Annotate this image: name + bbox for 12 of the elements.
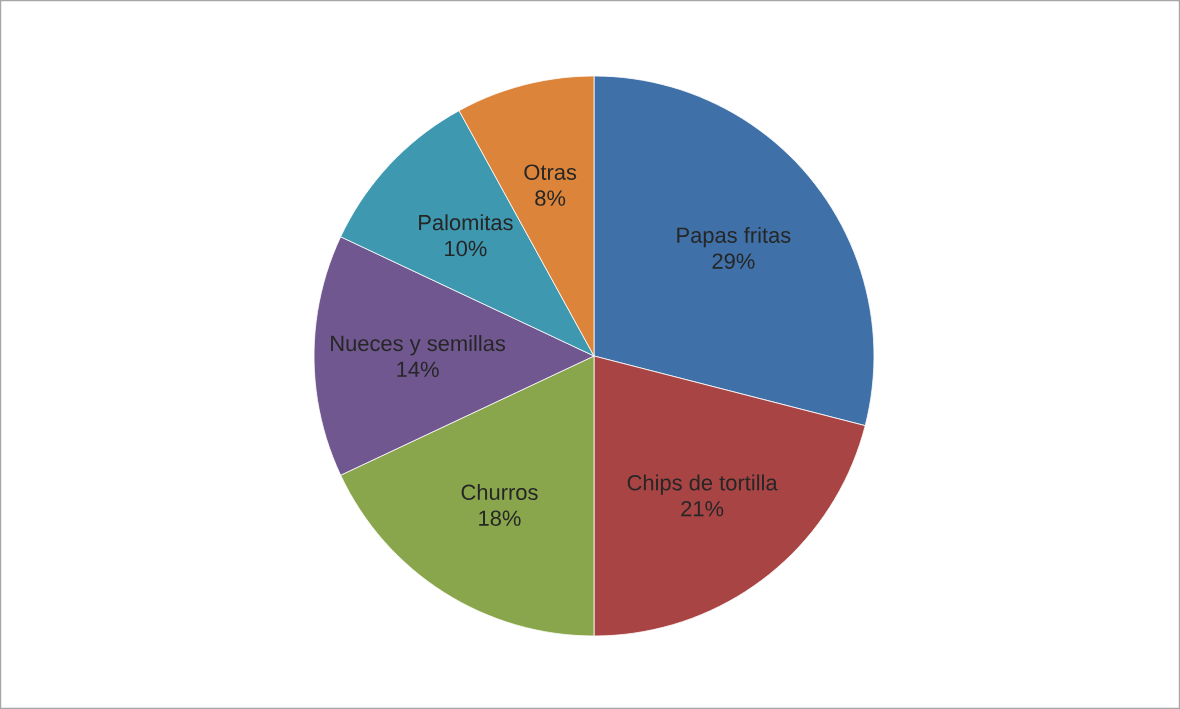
slice-label: Nueces y semillas: [331, 335, 506, 356]
slice-label: Palomitas: [419, 214, 513, 231]
data-label: 14%: [397, 361, 439, 377]
slice-label: Papas fritas: [677, 226, 791, 248]
data-label: 18%: [479, 510, 521, 526]
slice-label: Chips de tortilla: [627, 474, 778, 495]
slice-label: Otras: [524, 164, 577, 180]
data-label: 29%: [712, 253, 755, 269]
slice-label: Churros: [461, 483, 538, 501]
data-label: 10%: [445, 240, 487, 257]
data-label: 21%: [681, 500, 724, 517]
data-label: 8%: [535, 190, 566, 206]
